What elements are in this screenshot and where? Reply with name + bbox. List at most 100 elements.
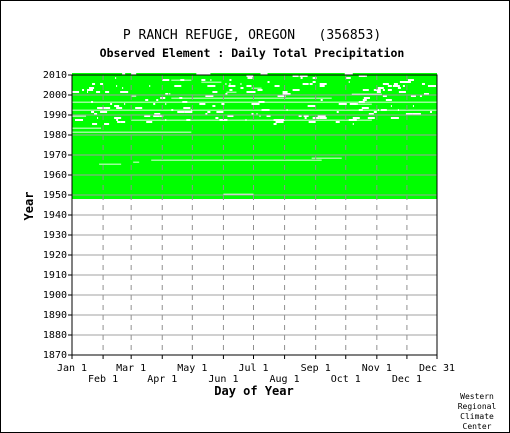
data-gap-2007-3 xyxy=(210,79,212,81)
data-gap-1993-4 xyxy=(361,107,369,109)
data-gap-1986-1 xyxy=(308,121,316,123)
data-gap-1995-5 xyxy=(251,103,260,105)
data-row-1997 xyxy=(72,99,437,101)
data-gap-1989-4 xyxy=(153,115,160,117)
data-gap-2005-5 xyxy=(240,83,242,85)
data-gap-2002-4 xyxy=(257,89,263,91)
data-gap-2005-1 xyxy=(225,83,227,85)
data-row-1979 xyxy=(72,135,437,137)
data-gap-2003-2 xyxy=(240,87,244,89)
data-gap-1989-9 xyxy=(298,115,302,117)
data-gap-1985-1 xyxy=(273,123,277,125)
data-gap-1990-1 xyxy=(251,113,254,115)
data-row-1966 xyxy=(72,161,437,163)
data-gap-2001-7 xyxy=(212,91,218,93)
y-tick-label-1960: 1960 xyxy=(43,170,67,181)
data-gap-2003-0 xyxy=(89,87,95,89)
credit-line-4: Center xyxy=(463,422,492,431)
data-row-1961 xyxy=(72,171,437,173)
data-gap-2005-3 xyxy=(92,83,96,85)
data-gap-1999-4 xyxy=(205,95,214,97)
y-tick-label-1920: 1920 xyxy=(43,250,67,261)
data-row-1988 xyxy=(72,117,437,119)
data-gap-1990-7 xyxy=(205,113,208,115)
x-tick-label-91: Apr 1 xyxy=(147,374,177,385)
data-gap-1985-2 xyxy=(92,123,98,125)
data-gap-2010-2 xyxy=(122,73,126,75)
data-gap-2004-1 xyxy=(207,85,216,87)
data-row-1984 xyxy=(72,125,437,127)
data-gap-1991-7 xyxy=(184,111,193,113)
data-gap-2004-8 xyxy=(392,85,400,87)
y-tick-label-2000: 2000 xyxy=(43,90,67,101)
data-gap-1987-5 xyxy=(75,119,84,121)
data-gap-2006-0 xyxy=(348,81,350,83)
data-gap-1995-3 xyxy=(124,103,126,105)
data-row-1971 xyxy=(72,151,437,153)
data-row-1951 xyxy=(72,191,437,193)
data-gap-1997-0 xyxy=(145,99,149,101)
data-gap-1999-1 xyxy=(382,95,387,97)
data-gap-1991-1 xyxy=(91,111,95,113)
data-gap-1981-m5 xyxy=(72,131,192,133)
data-row-2000 xyxy=(72,93,437,95)
data-gap-1989-1 xyxy=(259,115,261,117)
data-gap-2008-0 xyxy=(345,77,351,79)
data-gap-2000-1 xyxy=(169,93,171,95)
data-gap-2001-5 xyxy=(72,91,80,93)
data-gap-1986-5 xyxy=(120,121,126,123)
data-gap-2001-m15 xyxy=(226,91,237,93)
data-gap-2005-7 xyxy=(302,83,309,85)
data-gap-2004-11 xyxy=(428,85,435,87)
data-gap-2010-4 xyxy=(131,73,137,75)
data-gap-2002-3 xyxy=(387,89,392,91)
data-gap-2004-10 xyxy=(274,85,280,87)
y-tick-label-1940: 1940 xyxy=(43,210,67,221)
data-gap-1993-0 xyxy=(116,107,123,109)
data-gap-2010-1 xyxy=(260,73,268,75)
data-gap-1995-6 xyxy=(199,103,206,105)
x-tick-label-152: Jun 1 xyxy=(208,374,238,385)
data-gap-1988-0 xyxy=(97,117,99,119)
x-tick-label-335: Dec 1 xyxy=(392,374,422,385)
data-gap-2001-4 xyxy=(248,91,256,93)
data-gap-1988-2 xyxy=(367,117,375,119)
chart-subtitle: Observed Element : Daily Total Precipita… xyxy=(100,46,405,60)
data-row-1955 xyxy=(72,183,437,185)
grid-layer xyxy=(72,74,437,356)
data-gap-1997-3 xyxy=(385,99,392,101)
data-gap-1989-6 xyxy=(144,115,151,117)
data-row-1974 xyxy=(72,145,437,147)
data-row-2009 xyxy=(72,75,437,77)
data-row-1950 xyxy=(72,193,437,195)
data-gap-1995-2 xyxy=(338,103,347,105)
data-gap-2001-2 xyxy=(105,91,110,93)
y-tick-label-1900: 1900 xyxy=(43,290,67,301)
data-gap-1989-0 xyxy=(159,115,164,117)
data-row-1960 xyxy=(72,173,437,175)
data-row-1957 xyxy=(72,179,437,181)
data-gap-1997-4 xyxy=(320,99,323,101)
data-gap-2006-2 xyxy=(312,81,316,83)
data-gap-1988-3 xyxy=(215,117,219,119)
data-gap-2008-2 xyxy=(312,77,317,79)
data-row-1976 xyxy=(72,141,437,143)
data-row-1970 xyxy=(72,153,437,155)
data-gap-2001-10 xyxy=(376,91,381,93)
data-row-1958 xyxy=(72,177,437,179)
data-gap-2001-6 xyxy=(87,91,89,93)
data-row-1953 xyxy=(72,187,437,189)
x-tick-label-365: Dec 31 xyxy=(419,363,455,374)
data-gap-1998-0 xyxy=(363,97,370,99)
data-layer xyxy=(72,73,437,199)
data-row-1975 xyxy=(72,143,437,145)
data-row-2008 xyxy=(72,77,437,79)
x-tick-label-244: Sep 1 xyxy=(301,363,331,374)
data-gap-2003-3 xyxy=(377,87,384,89)
data-gap-2007-0 xyxy=(229,79,232,81)
data-row-1994 xyxy=(72,105,437,107)
data-gap-2009-0 xyxy=(358,75,366,77)
data-gap-1999-3 xyxy=(410,95,416,97)
data-gap-1995-8 xyxy=(165,103,167,105)
